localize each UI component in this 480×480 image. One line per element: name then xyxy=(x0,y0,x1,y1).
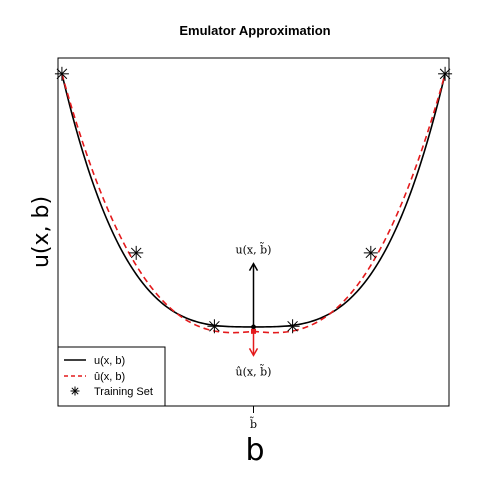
chart-title: Emulator Approximation xyxy=(179,23,330,38)
training-point xyxy=(129,245,144,260)
true-value-arrowhead xyxy=(248,262,259,272)
training-points xyxy=(54,66,453,334)
y-axis-label: u(x, b) xyxy=(29,196,54,268)
training-point xyxy=(363,245,378,260)
legend-box xyxy=(57,346,166,407)
legend-label-emulator: û(x, b) xyxy=(94,371,125,383)
legend-label-true: u(x, b) xyxy=(94,355,125,367)
true-value-label: u(x, b̃) xyxy=(236,242,272,256)
legend: u(x, b) û(x, b) Training Set xyxy=(57,346,166,407)
emulated-value-label: û(x, b̃) xyxy=(236,364,272,378)
x-tick-label: b̃ xyxy=(249,417,257,431)
training-point xyxy=(207,319,222,334)
emulated-value-arrowhead xyxy=(248,348,259,357)
training-point xyxy=(438,66,453,81)
emulated-value-marker xyxy=(251,328,256,334)
true-value-marker xyxy=(251,324,256,330)
training-point xyxy=(54,66,69,81)
x-axis: b̃ xyxy=(249,406,257,431)
legend-training-star xyxy=(70,386,80,396)
x-axis-label: b xyxy=(245,433,264,468)
legend-label-training: Training Set xyxy=(94,386,153,398)
legend-swatch-training xyxy=(70,386,80,396)
training-point xyxy=(285,319,300,334)
annotations: u(x, b̃) û(x, b̃) xyxy=(236,242,272,378)
